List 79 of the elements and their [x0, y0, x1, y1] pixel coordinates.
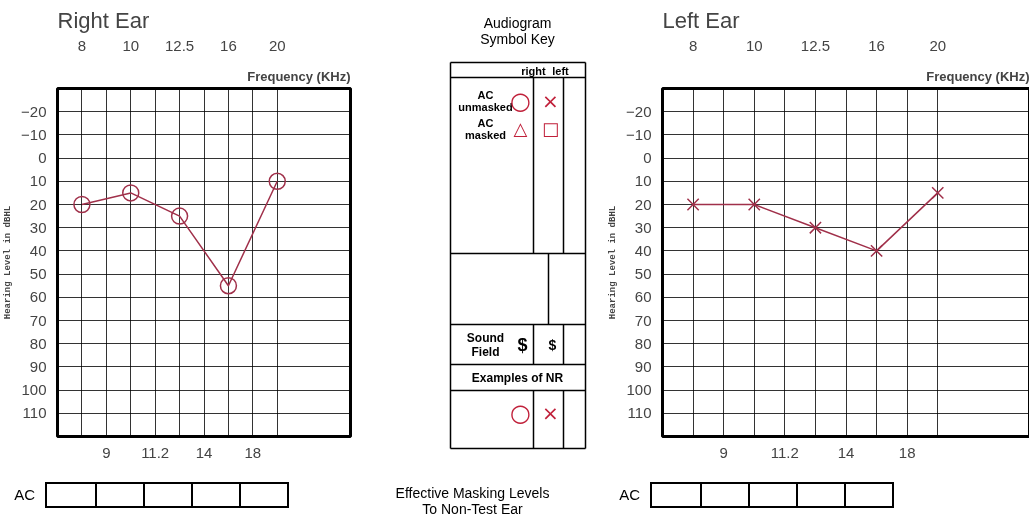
- text: right: [521, 64, 547, 77]
- y-tick-label: 0: [643, 149, 652, 167]
- text: △: [513, 118, 528, 139]
- x-tick-label: 20: [268, 36, 286, 54]
- point: [122, 184, 140, 202]
- y-tick-label: 50: [29, 265, 47, 283]
- x-tick-label: 14: [195, 443, 213, 461]
- x-tick-label: 18: [898, 443, 916, 461]
- text: ○: [510, 86, 531, 115]
- y-tick-label: 80: [29, 334, 47, 352]
- y-axis-title: Hearing Level in dBHL: [608, 205, 619, 320]
- text: AC masked: [465, 116, 506, 141]
- point: [747, 198, 761, 211]
- x2-axis-title: Frequency (KHz): [247, 68, 351, 84]
- x-tick-label: 16: [220, 36, 237, 54]
- point: [170, 207, 189, 225]
- y-tick-label: 10: [634, 172, 652, 190]
- y-tick-label: 50: [634, 265, 652, 283]
- y-tick-label: 100: [21, 381, 47, 399]
- y-tick-label: 90: [634, 357, 652, 375]
- chart-title: Left Ear: [662, 7, 740, 33]
- text: AC: [618, 485, 640, 506]
- y-tick-label: 110: [627, 404, 652, 422]
- x-tick-label: 11.2: [141, 443, 170, 461]
- y-tick-label: 90: [29, 357, 47, 375]
- x-tick-label: 20: [929, 36, 947, 54]
- text: Examples of NR: [471, 370, 564, 385]
- y-tick-label: −20: [21, 102, 47, 120]
- text: ○: [510, 398, 531, 427]
- point: [809, 221, 822, 235]
- x-tick-label: 14: [837, 443, 855, 461]
- x-tick-label: 8: [77, 36, 87, 54]
- text: Audiogram Symbol Key: [480, 14, 555, 47]
- x-tick-label: 8: [688, 36, 698, 54]
- y-axis-title: Hearing Level in dBHL: [3, 205, 14, 320]
- y-tick-label: −10: [21, 125, 47, 143]
- x-tick-label: 10: [122, 36, 140, 54]
- y-tick-label: 20: [29, 195, 47, 213]
- point: [219, 276, 238, 295]
- x-tick-label: 16: [868, 36, 885, 54]
- y-tick-label: 70: [634, 311, 652, 329]
- y-tick-label: 10: [29, 172, 47, 190]
- x-tick-label: 12.5: [164, 36, 195, 54]
- x-tick-label: 9: [102, 443, 111, 461]
- y-tick-label: −20: [626, 102, 652, 120]
- y-tick-label: 30: [29, 218, 47, 236]
- text: ×: [542, 400, 559, 425]
- x2-axis-title: Frequency (KHz): [926, 68, 1029, 84]
- y-tick-label: 60: [634, 288, 652, 306]
- y-tick-label: 40: [29, 241, 47, 259]
- y-tick-label: −10: [626, 125, 652, 143]
- point: [686, 198, 700, 211]
- text: $: [548, 336, 557, 353]
- point: [268, 172, 286, 191]
- y-tick-label: 70: [29, 311, 47, 329]
- text: left: [552, 64, 570, 77]
- text: □: [542, 118, 560, 139]
- y-tick-label: 100: [626, 381, 652, 399]
- point: [931, 186, 945, 200]
- x-tick-label: 12.5: [800, 36, 831, 54]
- text: $: [517, 334, 528, 355]
- y-tick-label: 40: [634, 241, 652, 259]
- chart-title: Right Ear: [57, 7, 150, 33]
- x-tick-label: 10: [745, 36, 763, 54]
- point: [870, 244, 883, 258]
- y-tick-label: 30: [634, 218, 652, 236]
- y-tick-label: 80: [634, 334, 652, 352]
- y-tick-label: 60: [29, 288, 47, 306]
- text: Effective Masking Levels To Non-Test Ear: [395, 484, 550, 517]
- text: ×: [542, 88, 559, 113]
- x-tick-label: 9: [719, 443, 728, 461]
- text: AC: [13, 485, 35, 506]
- y-tick-label: 20: [634, 195, 652, 213]
- text: Sound Field: [466, 330, 505, 359]
- x-tick-label: 18: [244, 443, 262, 461]
- y-tick-label: 110: [22, 404, 47, 422]
- point: [73, 195, 91, 214]
- y-tick-label: 0: [38, 149, 47, 167]
- x-tick-label: 11.2: [770, 443, 799, 461]
